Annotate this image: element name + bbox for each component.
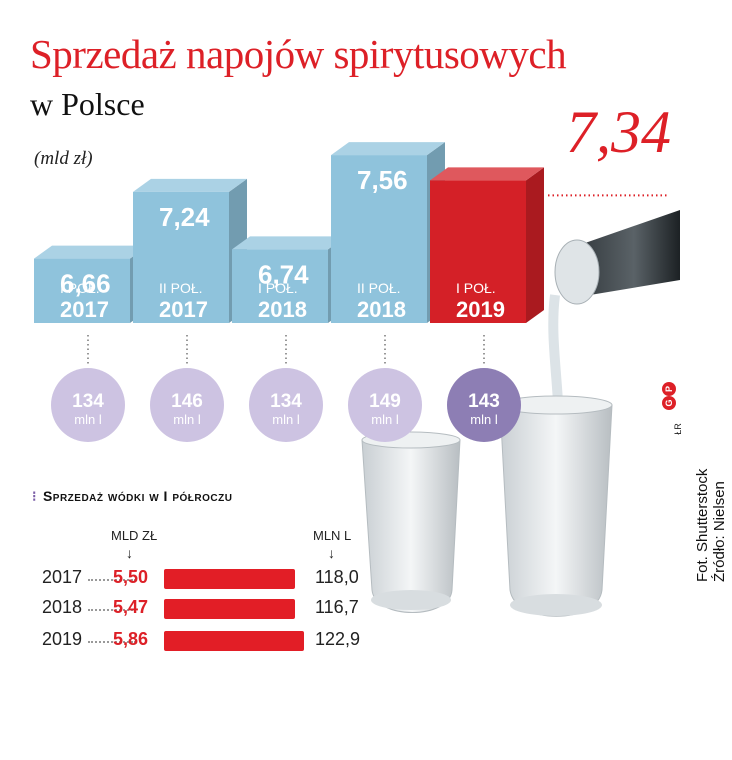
vodka-bar — [164, 569, 296, 589]
bar-year-label: 2018 — [357, 297, 406, 322]
vodka-year: 2017 — [42, 567, 83, 587]
unit-label: (mld zł) — [34, 148, 93, 169]
bar-value-label: 6,74 — [258, 259, 309, 289]
down-arrow-icon: ↓ — [126, 545, 133, 561]
volume-value: 134 — [270, 391, 302, 412]
volume-value: 143 — [468, 391, 500, 412]
dots-icon: ⁝ — [32, 488, 37, 504]
vodka-col-right: MLN L — [313, 528, 352, 543]
volume-unit: mln l — [470, 412, 498, 427]
bar — [232, 249, 328, 323]
bar-value-label: 6,66 — [60, 269, 111, 299]
vodka-value-mld: 5,47 — [113, 597, 149, 617]
bar-year-label: 2018 — [258, 297, 307, 322]
bar — [331, 155, 427, 323]
vodka-bar — [164, 599, 295, 619]
volume-value: 149 — [369, 391, 401, 412]
vodka-value-mld: 5,86 — [113, 629, 149, 649]
vodka-row: 2019 5,86 122,9 — [30, 627, 370, 657]
author-initials: ŁR — [672, 423, 683, 435]
bar-year-label: 2017 — [60, 297, 109, 322]
publisher-logo: GP — [659, 380, 681, 410]
volume-circle — [447, 368, 521, 442]
bar-period-label: II POŁ. — [357, 280, 401, 296]
vodka-row: 2018 5,47 116,7 — [30, 595, 370, 625]
bar-top — [430, 167, 544, 181]
logo-left: G — [662, 396, 676, 410]
vodka-bar — [164, 631, 304, 651]
bar-period-label: II POŁ. — [159, 280, 203, 296]
volume-unit: mln l — [371, 412, 399, 427]
vodka-row: 2017 5,50 118,0 — [30, 565, 370, 595]
vodka-year: 2019 — [42, 629, 83, 649]
bar-period-label: I POŁ. — [456, 280, 496, 296]
bar-value-label: 7,24 — [159, 202, 210, 232]
vodka-value-mln: 116,7 — [315, 597, 359, 617]
page-subtitle: w Polsce — [30, 86, 145, 122]
bar — [430, 180, 526, 323]
volume-value: 134 — [72, 391, 104, 412]
bar-period-label: I POŁ. — [60, 280, 100, 296]
vodka-glasses-photo — [361, 210, 680, 617]
down-arrow-icon: ↓ — [328, 545, 335, 561]
logo-right: P — [662, 382, 676, 396]
dotted-leader — [88, 579, 136, 581]
volume-circle — [51, 368, 125, 442]
vodka-value-mln: 122,9 — [315, 629, 361, 649]
vodka-col-left: MLD ZŁ — [111, 528, 158, 543]
bar-value-label: 7,56 — [357, 165, 408, 195]
source-credit: Źródło: Nielsen — [711, 481, 728, 582]
bar-period-label: I POŁ. — [258, 280, 298, 296]
bar — [133, 191, 229, 323]
vodka-title-text: Sprzedaż wódki w I półroczu — [42, 488, 233, 504]
bar-side — [526, 167, 544, 323]
page-title: Sprzedaż napojów spirytusowych — [30, 31, 567, 77]
dotted-leader — [88, 609, 136, 611]
volume-circle — [249, 368, 323, 442]
volume-circle — [150, 368, 224, 442]
bar-top — [34, 245, 148, 259]
vodka-value-mld: 5,50 — [113, 567, 149, 587]
volume-unit: mln l — [272, 412, 300, 427]
photo-credit: Fot. Shutterstock — [694, 468, 711, 582]
highlight-value: 7,34 — [566, 99, 671, 165]
vodka-section-title: ⁝ Sprzedaż wódki w I półroczu — [32, 488, 232, 505]
vodka-value-mln: 118,0 — [315, 567, 359, 587]
bar-top — [133, 178, 247, 192]
bar-year-label: 2017 — [159, 297, 208, 322]
volume-unit: mln l — [173, 412, 201, 427]
bar-top — [331, 142, 445, 156]
bar-year-label: 2019 — [456, 297, 505, 322]
volume-value: 146 — [171, 391, 203, 412]
vodka-year: 2018 — [42, 597, 83, 617]
volume-unit: mln l — [74, 412, 102, 427]
dotted-leader — [88, 641, 136, 643]
bar-top — [232, 236, 346, 250]
credits: Fot. Shutterstock Źródło: Nielsen — [694, 469, 728, 582]
bar — [34, 258, 130, 323]
volume-circle — [348, 368, 422, 442]
